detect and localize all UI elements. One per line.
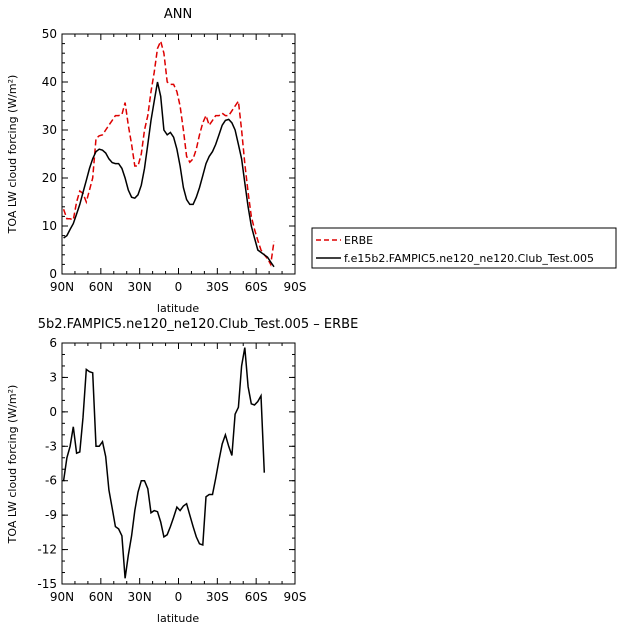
top-y-tick-label: 50 [42, 27, 57, 41]
bottom-x-tick-label: 60N [89, 590, 113, 604]
top-x-tick-label: 90N [50, 280, 74, 294]
legend-erbe-label: ERBE [344, 234, 373, 247]
bottom-x-axis-title: latitude [157, 612, 199, 625]
bottom-y-tick-label: -6 [45, 474, 57, 488]
bottom-x-tick-label: 90N [50, 590, 74, 604]
bottom-x-tick-label: 0 [175, 590, 183, 604]
legend-box [311, 227, 617, 269]
top-y-tick-label: 10 [42, 219, 57, 233]
bottom-series-group [62, 347, 266, 579]
top-y-tick-label: 30 [42, 123, 57, 137]
bottom-y-tick-label: -12 [37, 543, 57, 557]
legend: ERBE f.e15b2.FAMPIC5.ne120_ne120.Club_Te… [311, 227, 617, 269]
bottom-x-tick-label: 30N [128, 590, 152, 604]
bottom-panel: 5b2.FAMPIC5.ne120_ne120.Club_Test.005 – … [6, 317, 358, 625]
top-series-line-f-e15b2-fampic5-ne120-ne [63, 81, 275, 268]
bottom-y-tick-label: 3 [49, 370, 57, 384]
top-y-axis-title: TOA LW cloud forcing (W/m²) [6, 75, 19, 235]
bottom-x-tick-label: 90S [284, 590, 307, 604]
bottom-y-tick-label: -15 [37, 577, 57, 591]
top-panel: ANN 90N 60N 30N 0 30S 60S 90S 0 10 20 30 40 50 latit… [6, 7, 306, 315]
legend-model-label: f.e15b2.FAMPIC5.ne120_ne120.Club_Test.00… [344, 252, 594, 265]
bottom-chart-title: 5b2.FAMPIC5.ne120_ne120.Club_Test.005 – … [38, 317, 359, 332]
top-axis-ticks: 90N 60N 30N 0 30S 60S 90S 0 10 20 30 40 50 [42, 27, 307, 294]
bottom-y-tick-label: -9 [45, 508, 57, 522]
bottom-y-tick-label: 6 [49, 336, 57, 350]
top-x-tick-label: 30N [128, 280, 152, 294]
bottom-axis-ticks: 90N 60N 30N 0 30S 60S 90S -15 -12 -9 -6 -3 0 3 6 [37, 336, 306, 604]
top-x-tick-label: 60N [89, 280, 113, 294]
bottom-plot-frame [61, 342, 296, 585]
bottom-x-tick-label: 60S [245, 590, 268, 604]
top-y-tick-label: 0 [49, 267, 57, 281]
bottom-y-tick-label: -3 [45, 439, 57, 453]
top-x-tick-label: 0 [175, 280, 183, 294]
top-y-tick-label: 20 [42, 171, 57, 185]
bottom-y-axis-title: TOA LW cloud forcing (W/m²) [6, 385, 19, 545]
top-x-tick-label: 90S [284, 280, 307, 294]
top-chart-title: ANN [164, 7, 192, 22]
top-x-tick-label: 60S [245, 280, 268, 294]
top-series-line-erbe [62, 38, 275, 267]
bottom-x-tick-label: 30S [206, 590, 229, 604]
top-x-tick-label: 30S [206, 280, 229, 294]
bottom-series-line-difference [62, 347, 266, 579]
top-x-axis-title: latitude [157, 302, 199, 315]
top-series-group [62, 38, 275, 268]
bottom-y-tick-label: 0 [49, 405, 57, 419]
top-y-tick-label: 40 [42, 75, 57, 89]
